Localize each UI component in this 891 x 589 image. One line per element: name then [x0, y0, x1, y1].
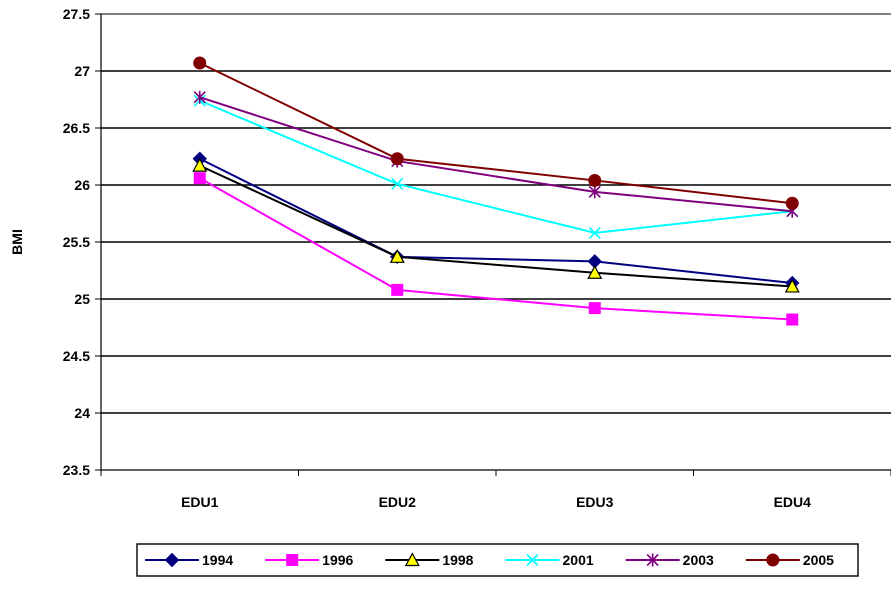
legend-item: 2001 — [505, 552, 594, 568]
x-tick-label: EDU4 — [774, 494, 812, 510]
data-point — [588, 185, 601, 199]
x-tick-labels: EDU1 EDU2 EDU3 EDU4 — [181, 494, 811, 510]
series-2005 — [193, 56, 799, 210]
series-line — [199, 99, 793, 234]
data-point — [391, 283, 404, 296]
legend-marker — [526, 553, 539, 567]
y-axis-label: BMI — [9, 229, 25, 255]
data-point — [193, 90, 206, 104]
legend-item: 2005 — [745, 552, 834, 568]
legend-item: 2003 — [625, 552, 714, 568]
legend-label: 2001 — [563, 552, 594, 568]
data-point — [588, 226, 601, 239]
data-point — [588, 173, 602, 187]
data-point — [193, 56, 207, 70]
legend-box — [136, 543, 859, 577]
data-point — [587, 265, 603, 279]
y-tick-labels: 27.5 27 26.5 26 25.5 25 24.5 24 23.5 — [63, 6, 90, 478]
x-tick-label: EDU3 — [576, 494, 614, 510]
legend-marker — [766, 553, 780, 567]
legend-label: 1996 — [322, 552, 353, 568]
series-line — [199, 177, 793, 321]
y-tick-label: 25 — [74, 291, 90, 307]
data-point — [784, 278, 800, 293]
series-2001 — [193, 94, 799, 239]
series-1996 — [193, 172, 799, 326]
y-tick-label: 26 — [74, 177, 90, 193]
legend-item: 1994 — [145, 552, 233, 568]
data-point — [389, 249, 405, 263]
legend-item: 1996 — [265, 552, 354, 568]
legend: 1994 1996 1998 2001 2003 2005 — [136, 543, 859, 577]
series-line — [199, 157, 793, 285]
legend-label: 2003 — [683, 552, 714, 568]
data-point — [390, 152, 404, 166]
y-tick-label: 27 — [74, 63, 90, 79]
legend-marker — [646, 553, 659, 567]
x-tick-label: EDU2 — [379, 494, 417, 510]
series-line — [199, 164, 793, 288]
y-tick-label: 26.5 — [63, 120, 90, 136]
y-tick-label: 24.5 — [63, 348, 90, 364]
data-point — [192, 157, 208, 172]
series-1998 — [192, 157, 800, 293]
series-line — [199, 62, 793, 205]
legend-label: 1994 — [202, 552, 233, 568]
x-tick-label: EDU1 — [181, 494, 219, 510]
y-tick-label: 23.5 — [63, 462, 90, 478]
data-point — [391, 177, 404, 190]
y-tick-label: 27.5 — [63, 6, 90, 22]
y-tick-label: 24 — [74, 405, 90, 421]
series-line — [199, 96, 793, 213]
data-point — [786, 313, 799, 326]
axes — [95, 13, 891, 476]
data-point — [588, 302, 601, 315]
series-lines — [192, 56, 800, 326]
legend-label: 2005 — [803, 552, 834, 568]
y-tick-label: 25.5 — [63, 234, 90, 250]
legend-label: 1998 — [442, 552, 473, 568]
legend-marker — [404, 552, 420, 567]
series-2003 — [193, 90, 799, 218]
legend-marker — [286, 554, 299, 566]
legend-marker — [164, 552, 180, 568]
data-point — [785, 196, 799, 210]
legend-item: 1998 — [385, 552, 474, 568]
data-point — [193, 172, 206, 185]
